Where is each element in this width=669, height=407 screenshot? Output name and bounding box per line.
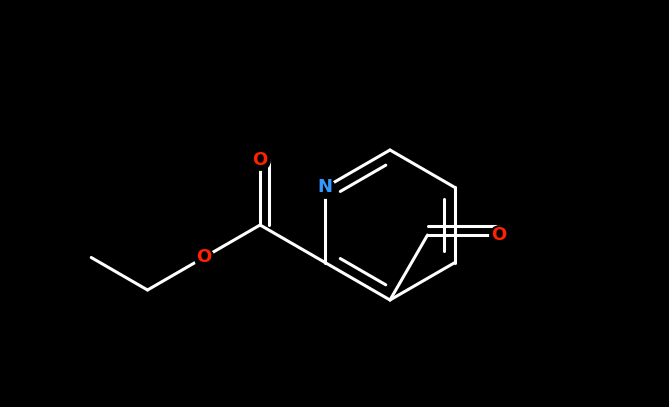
Text: O: O xyxy=(252,151,268,169)
Text: O: O xyxy=(196,249,211,267)
Text: O: O xyxy=(491,226,506,244)
Text: N: N xyxy=(318,179,332,197)
